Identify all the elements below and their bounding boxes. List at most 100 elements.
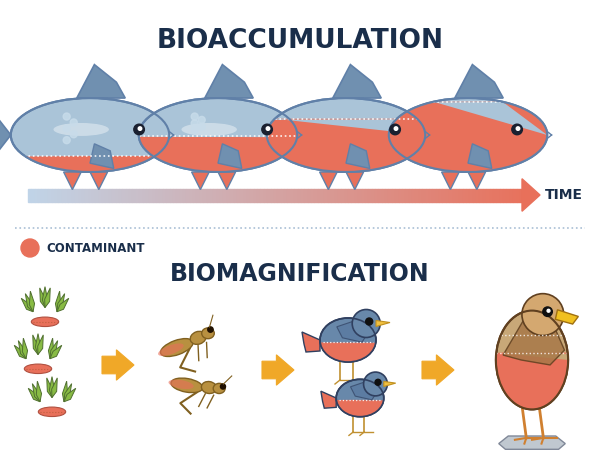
- Text: TIME: TIME: [545, 188, 583, 202]
- Polygon shape: [114, 104, 139, 166]
- Circle shape: [208, 327, 213, 332]
- Bar: [476, 189, 479, 202]
- Polygon shape: [14, 345, 26, 359]
- Bar: [328, 189, 331, 202]
- Bar: [419, 189, 422, 202]
- Bar: [406, 189, 409, 202]
- Bar: [314, 189, 318, 202]
- Bar: [173, 189, 176, 202]
- Bar: [230, 189, 233, 202]
- Circle shape: [21, 239, 39, 257]
- Circle shape: [191, 113, 198, 120]
- Text: BIOACCUMULATION: BIOACCUMULATION: [157, 28, 443, 54]
- Bar: [358, 189, 362, 202]
- Circle shape: [512, 124, 523, 135]
- Bar: [493, 189, 496, 202]
- Polygon shape: [57, 298, 69, 312]
- Polygon shape: [139, 136, 297, 172]
- Ellipse shape: [53, 123, 109, 136]
- Bar: [274, 189, 277, 202]
- FancyArrow shape: [102, 350, 134, 380]
- Bar: [237, 189, 240, 202]
- Polygon shape: [320, 172, 337, 189]
- Polygon shape: [0, 104, 11, 166]
- Bar: [183, 189, 187, 202]
- Text: CONTAMINANT: CONTAMINANT: [46, 242, 145, 255]
- Polygon shape: [442, 172, 459, 189]
- Ellipse shape: [336, 379, 384, 417]
- Bar: [89, 189, 92, 202]
- Bar: [510, 189, 513, 202]
- Circle shape: [134, 124, 145, 135]
- Bar: [527, 189, 530, 202]
- Bar: [277, 189, 281, 202]
- Polygon shape: [376, 320, 390, 327]
- Polygon shape: [44, 288, 50, 307]
- Bar: [133, 189, 136, 202]
- Circle shape: [138, 127, 142, 130]
- Circle shape: [266, 127, 270, 130]
- Bar: [179, 189, 183, 202]
- Polygon shape: [242, 104, 267, 166]
- Polygon shape: [47, 378, 52, 397]
- Polygon shape: [267, 119, 425, 172]
- Bar: [260, 189, 264, 202]
- FancyArrow shape: [522, 179, 540, 211]
- Ellipse shape: [139, 98, 297, 172]
- Polygon shape: [22, 338, 28, 359]
- Bar: [500, 189, 503, 202]
- Polygon shape: [49, 338, 53, 359]
- Bar: [392, 189, 395, 202]
- Bar: [398, 189, 402, 202]
- Polygon shape: [28, 388, 40, 402]
- Polygon shape: [37, 381, 41, 402]
- Bar: [65, 189, 68, 202]
- Bar: [344, 189, 348, 202]
- Bar: [365, 189, 368, 202]
- Polygon shape: [90, 144, 114, 168]
- Bar: [48, 189, 52, 202]
- Polygon shape: [496, 353, 568, 410]
- Bar: [425, 189, 429, 202]
- Bar: [436, 189, 439, 202]
- Polygon shape: [455, 65, 503, 98]
- Ellipse shape: [169, 380, 194, 389]
- Bar: [220, 189, 223, 202]
- Circle shape: [191, 126, 198, 134]
- Polygon shape: [64, 172, 81, 189]
- Polygon shape: [384, 382, 396, 387]
- Bar: [463, 189, 466, 202]
- Ellipse shape: [190, 331, 206, 344]
- Bar: [287, 189, 291, 202]
- Polygon shape: [337, 320, 368, 342]
- Circle shape: [352, 310, 380, 338]
- Bar: [28, 189, 31, 202]
- Bar: [355, 189, 358, 202]
- Bar: [466, 189, 469, 202]
- Circle shape: [366, 318, 373, 325]
- Bar: [72, 189, 75, 202]
- Circle shape: [522, 294, 564, 335]
- Bar: [382, 189, 385, 202]
- Bar: [210, 189, 214, 202]
- Circle shape: [63, 113, 70, 120]
- Ellipse shape: [158, 343, 184, 356]
- Circle shape: [516, 127, 520, 130]
- Bar: [523, 189, 527, 202]
- Polygon shape: [468, 144, 492, 168]
- Ellipse shape: [320, 318, 376, 362]
- Polygon shape: [321, 391, 336, 408]
- Bar: [200, 189, 203, 202]
- Bar: [166, 189, 170, 202]
- Bar: [301, 189, 304, 202]
- Polygon shape: [496, 335, 568, 352]
- Bar: [432, 189, 436, 202]
- Ellipse shape: [181, 123, 237, 136]
- Polygon shape: [21, 298, 33, 312]
- Bar: [233, 189, 237, 202]
- Ellipse shape: [267, 98, 425, 172]
- Polygon shape: [29, 291, 35, 312]
- Bar: [473, 189, 476, 202]
- Bar: [483, 189, 486, 202]
- Bar: [449, 189, 452, 202]
